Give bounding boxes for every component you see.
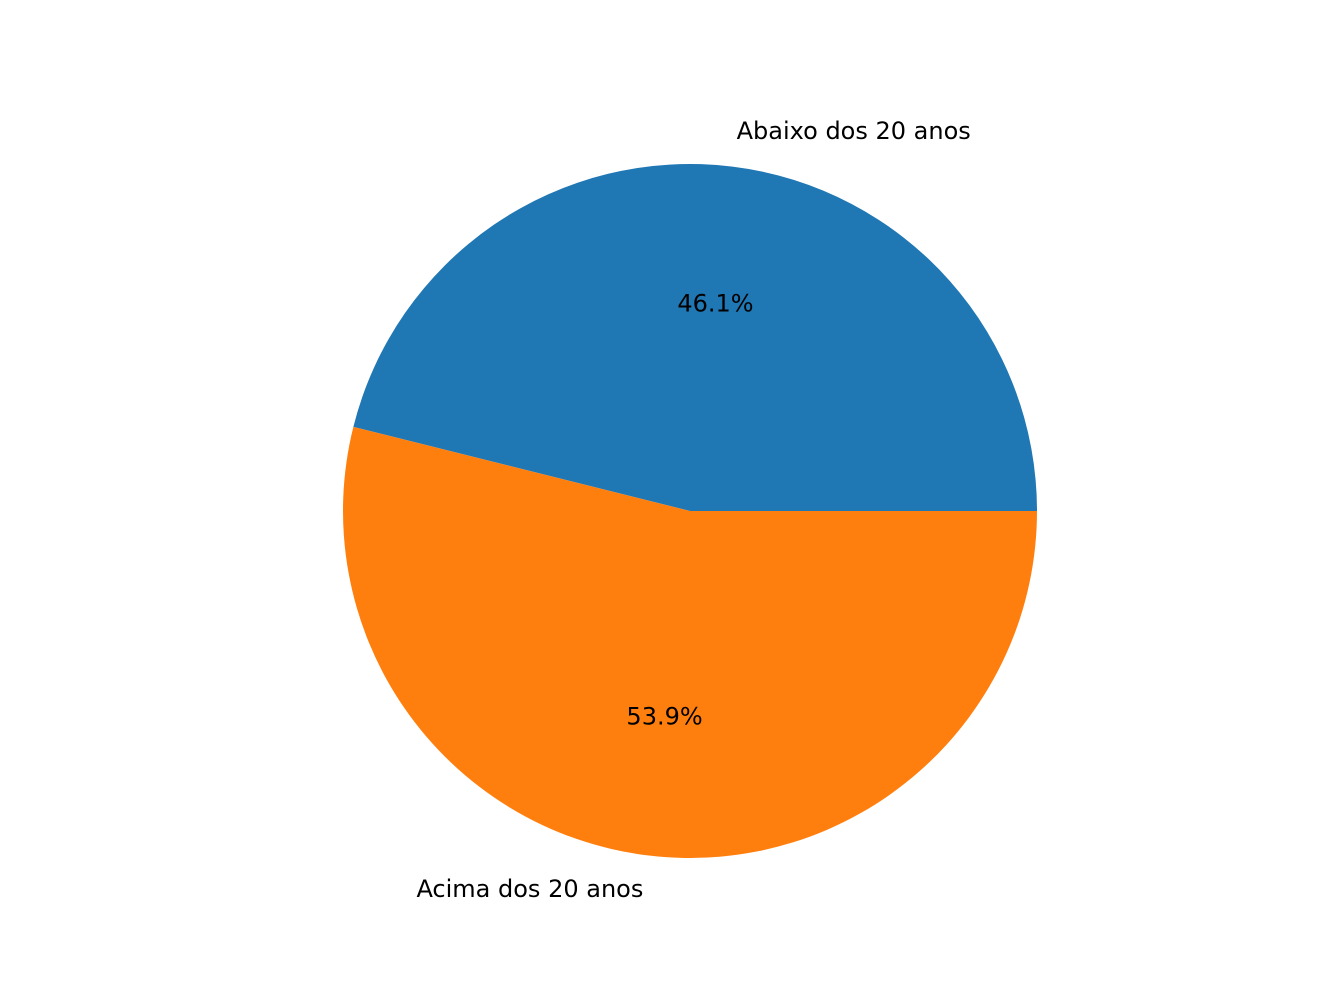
pie-labels: Abaixo dos 20 anos 46.1% Acima dos 20 anos… xyxy=(416,117,970,903)
slice-percent-label: 53.9% xyxy=(626,703,702,731)
pie-slice-1 xyxy=(353,164,1037,512)
pie-slice-2 xyxy=(342,426,1038,859)
slice-percent-label: 46.1% xyxy=(677,289,753,317)
slice-category-label: Acima dos 20 anos xyxy=(416,875,643,903)
pie-slices xyxy=(342,164,1038,859)
slice-category-label: Abaixo dos 20 anos xyxy=(737,117,971,145)
